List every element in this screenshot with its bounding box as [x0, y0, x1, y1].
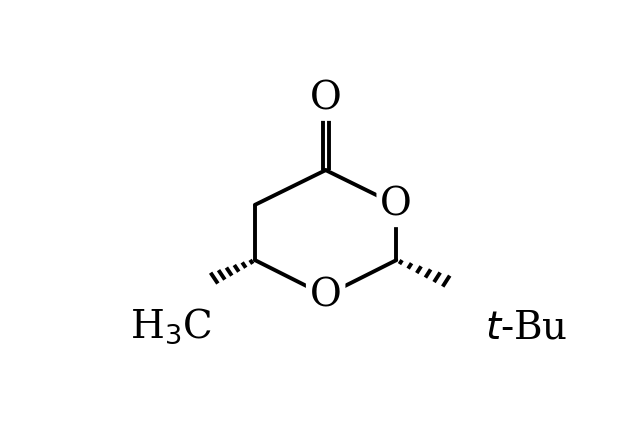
Text: H$_3$C: H$_3$C: [131, 307, 212, 346]
Text: O: O: [380, 186, 412, 223]
Text: O: O: [310, 80, 342, 117]
Text: $\it{t}$-Bu: $\it{t}$-Bu: [484, 310, 567, 346]
Text: O: O: [310, 277, 342, 314]
